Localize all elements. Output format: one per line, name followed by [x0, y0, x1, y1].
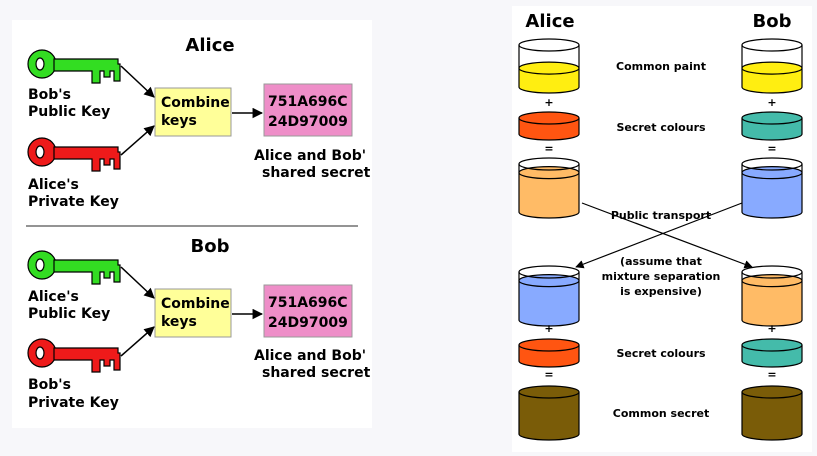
private-key-label-line2: Private Key — [28, 194, 119, 210]
common-secret-can — [741, 385, 803, 441]
combine-keys-line2: keys — [161, 113, 197, 129]
common-paint-label: Common paint — [616, 60, 706, 73]
bob-section: Bob Alice's Public Key Bob's Private Key… — [27, 236, 371, 411]
combine-keys-line2: keys — [161, 314, 197, 330]
secret-colours-label: Secret colours — [616, 347, 706, 360]
alice-column-title: Alice — [525, 11, 574, 32]
public-key-label-line2: Public Key — [28, 104, 110, 120]
plus-sign: + — [767, 322, 776, 335]
equals-sign: = — [544, 142, 553, 155]
shared-secret-box — [263, 83, 353, 137]
alice-mixture-jar — [518, 157, 580, 219]
alice-secret-colour-disc — [518, 338, 580, 368]
plus-sign: + — [767, 96, 776, 109]
bob-secret-colour-disc — [741, 111, 803, 141]
alice-section: Alice Bob's Public Key Alice's Private K… — [27, 35, 371, 210]
shared-secret-line2: 24D97009 — [268, 114, 348, 130]
equals-sign: = — [767, 368, 776, 381]
right-diagram: Alice Bob + + = = + + = = Common paint S… — [512, 6, 812, 452]
shared-secret-caption-line2: shared secret — [262, 165, 371, 181]
shared-secret-box — [263, 284, 353, 338]
shared-secret-line1: 751A696C — [268, 94, 348, 110]
bob-section-title: Bob — [191, 236, 230, 257]
arrow-private-to-combine — [120, 326, 155, 357]
alice-secret-colour-disc — [518, 111, 580, 141]
common-paint-jar — [518, 38, 580, 94]
plus-sign: + — [544, 322, 553, 335]
secret-colours-label: Secret colours — [616, 121, 706, 134]
private-key-label-line1: Alice's — [28, 177, 79, 193]
combine-keys-line1: Combine — [161, 296, 230, 312]
arrow-public-to-combine — [120, 65, 155, 98]
transport-arrow-bob-to-alice — [575, 202, 743, 269]
arrow-private-to-combine — [120, 125, 155, 156]
bob-mixture-jar — [741, 157, 803, 219]
plus-sign: + — [544, 96, 553, 109]
left-diagram: Alice Bob's Public Key Alice's Private K… — [12, 20, 372, 428]
combine-keys-line1: Combine — [161, 95, 230, 111]
shared-secret-line2: 24D97009 — [268, 315, 348, 331]
public-key-label-line2: Public Key — [28, 306, 110, 322]
shared-secret-caption-line2: shared secret — [262, 365, 371, 381]
bob-column-title: Bob — [753, 11, 792, 32]
common-secret-label: Common secret — [613, 407, 709, 420]
assumption-line1: (assume that — [620, 255, 702, 268]
combine-keys-box — [154, 288, 232, 338]
shared-secret-caption-line1: Alice and Bob' — [254, 148, 366, 164]
private-key-label-line1: Bob's — [28, 377, 71, 393]
bob-secret-colour-disc — [741, 338, 803, 368]
private-key-label-line2: Private Key — [28, 395, 119, 411]
common-secret-can — [518, 385, 580, 441]
combine-keys-box — [154, 87, 232, 137]
common-paint-jar — [741, 38, 803, 94]
shared-secret-caption-line1: Alice and Bob' — [254, 348, 366, 364]
transport-arrow-alice-to-bob — [581, 202, 753, 269]
assumption-line2: mixture separation — [602, 270, 721, 283]
paint-cans — [518, 38, 803, 441]
assumption-line3: is expensive) — [620, 285, 702, 298]
alice-section-title: Alice — [185, 35, 234, 56]
received-mixture-jar — [518, 265, 580, 327]
public-key-label-line1: Alice's — [28, 289, 79, 305]
public-key-label-line1: Bob's — [28, 87, 71, 103]
equals-sign: = — [767, 142, 776, 155]
arrow-public-to-combine — [120, 266, 155, 299]
public-transport-label: Public transport — [611, 209, 711, 222]
received-mixture-jar — [741, 265, 803, 327]
equals-sign: = — [544, 368, 553, 381]
shared-secret-line1: 751A696C — [268, 295, 348, 311]
